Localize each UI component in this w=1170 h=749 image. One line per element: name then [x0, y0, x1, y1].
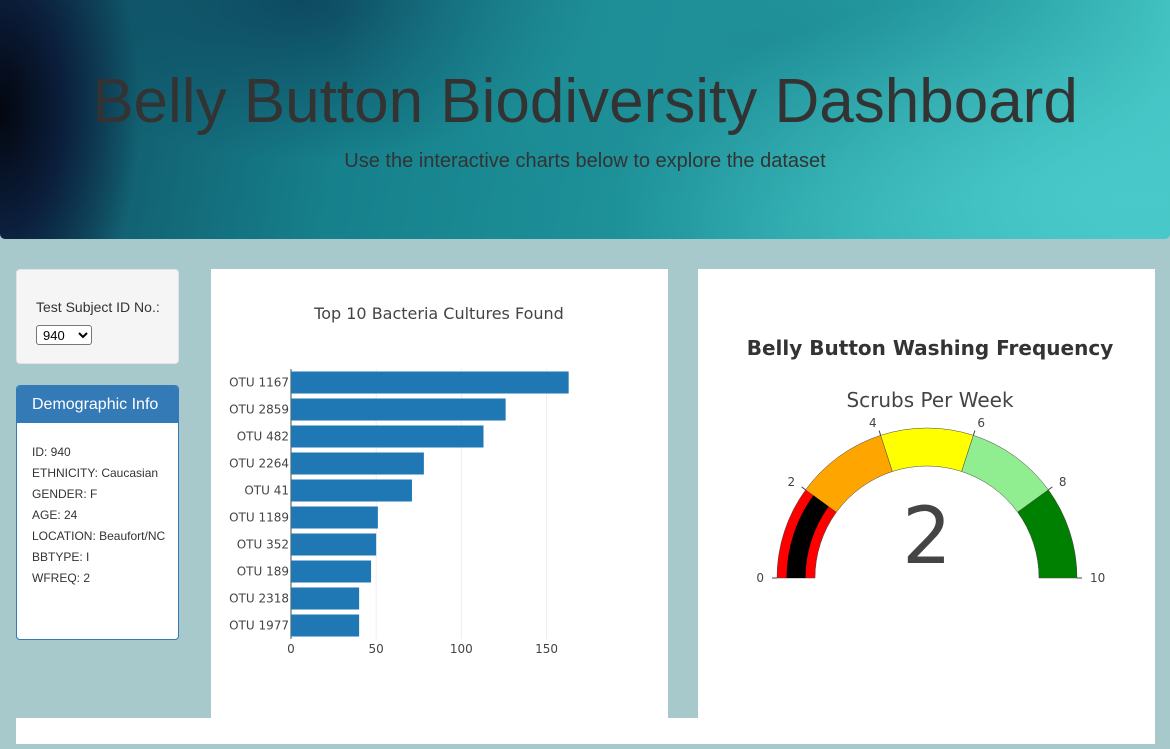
bubble-chart-card [16, 718, 1155, 744]
gauge-tick-label: 0 [756, 571, 764, 585]
bar-y-tick-label: OTU 189 [237, 565, 289, 579]
subject-id-select[interactable]: 940 [36, 325, 92, 345]
demographic-row-age: AGE: 24 [32, 508, 78, 522]
bar-mark[interactable] [291, 587, 360, 610]
bar-mark[interactable] [291, 425, 484, 448]
gauge-tick-label: 4 [869, 416, 877, 430]
gauge-chart-subtitle: Scrubs Per Week [846, 388, 1014, 412]
bar-mark[interactable] [291, 371, 569, 394]
bar-mark[interactable] [291, 533, 377, 556]
bar-y-tick-label: OTU 41 [244, 484, 289, 498]
bar-chart: Top 10 Bacteria Cultures Found OTU 1167 O… [229, 304, 569, 656]
gauge-tick-label: 10 [1090, 571, 1105, 585]
bar-y-tick-label: OTU 1977 [229, 619, 289, 633]
bar-y-tick-label: OTU 1189 [229, 511, 289, 525]
page-title: Belly Button Biodiversity Dashboard [92, 67, 1078, 136]
subject-selector-panel: Test Subject ID No.: 940 [16, 269, 179, 364]
gauge-tick-label: 6 [977, 416, 985, 430]
bar-y-tick-label: OTU 352 [237, 538, 289, 552]
demographic-row-bbtype: BBTYPE: I [32, 550, 90, 564]
gauge-tick [801, 486, 806, 491]
gauge-value: 2 [902, 492, 952, 582]
bar-mark[interactable] [291, 614, 360, 637]
demographic-row-wfreq: WFREQ: 2 [32, 571, 91, 585]
gauge-chart-card: Belly Button Washing Frequency Scrubs Pe… [698, 269, 1155, 744]
demographic-row-location: LOCATION: Beaufort/NC [32, 529, 166, 543]
demographic-panel: Demographic Info ID: 940 ETHNICITY: Cauc… [16, 385, 179, 640]
page-subtitle: Use the interactive charts below to expl… [344, 150, 826, 172]
gauge-chart-title: Belly Button Washing Frequency [747, 336, 1113, 360]
bar-x-tick-label: 50 [369, 642, 384, 656]
gauge-tick [1048, 486, 1053, 491]
bar-mark[interactable] [291, 506, 378, 529]
bar-mark[interactable] [291, 452, 424, 475]
bar-mark[interactable] [291, 398, 506, 421]
header-banner: Belly Button Biodiversity Dashboard Use … [0, 0, 1170, 239]
bar-x-tick-label: 0 [287, 642, 295, 656]
bar-y-tick-label: OTU 482 [237, 430, 289, 444]
bar-y-tick-label: OTU 2859 [229, 403, 289, 417]
gauge-tick [972, 430, 976, 436]
demographic-row-id: ID: 940 [32, 445, 71, 459]
bar-x-tick-label: 100 [450, 642, 473, 656]
gauge-tick [878, 430, 882, 436]
demographic-row-ethnicity: ETHNICITY: Caucasian [32, 466, 159, 480]
bar-mark[interactable] [291, 560, 372, 583]
gauge-step-band [880, 427, 974, 472]
gauge-tick-label: 2 [787, 475, 795, 489]
bar-chart-card: Top 10 Bacteria Cultures Found OTU 1167 O… [211, 269, 668, 744]
gauge-value-bar [786, 495, 829, 578]
subject-selector-label: Test Subject ID No.: [36, 299, 160, 315]
gauge-tick-label: 8 [1059, 475, 1067, 489]
demographic-body: ID: 940 ETHNICITY: Caucasian GENDER: F A… [32, 446, 172, 593]
demographic-heading: Demographic Info [17, 386, 178, 423]
bar-y-tick-label: OTU 2264 [229, 457, 289, 471]
bar-y-tick-label: OTU 1167 [229, 376, 289, 390]
bar-y-tick-label: OTU 2318 [229, 592, 289, 606]
bar-chart-title: Top 10 Bacteria Cultures Found [313, 304, 564, 323]
demographic-row-gender: GENDER: F [32, 487, 98, 501]
bar-mark[interactable] [291, 479, 412, 502]
gauge-chart: Belly Button Washing Frequency Scrubs Pe… [747, 336, 1113, 585]
bar-x-tick-label: 150 [535, 642, 558, 656]
